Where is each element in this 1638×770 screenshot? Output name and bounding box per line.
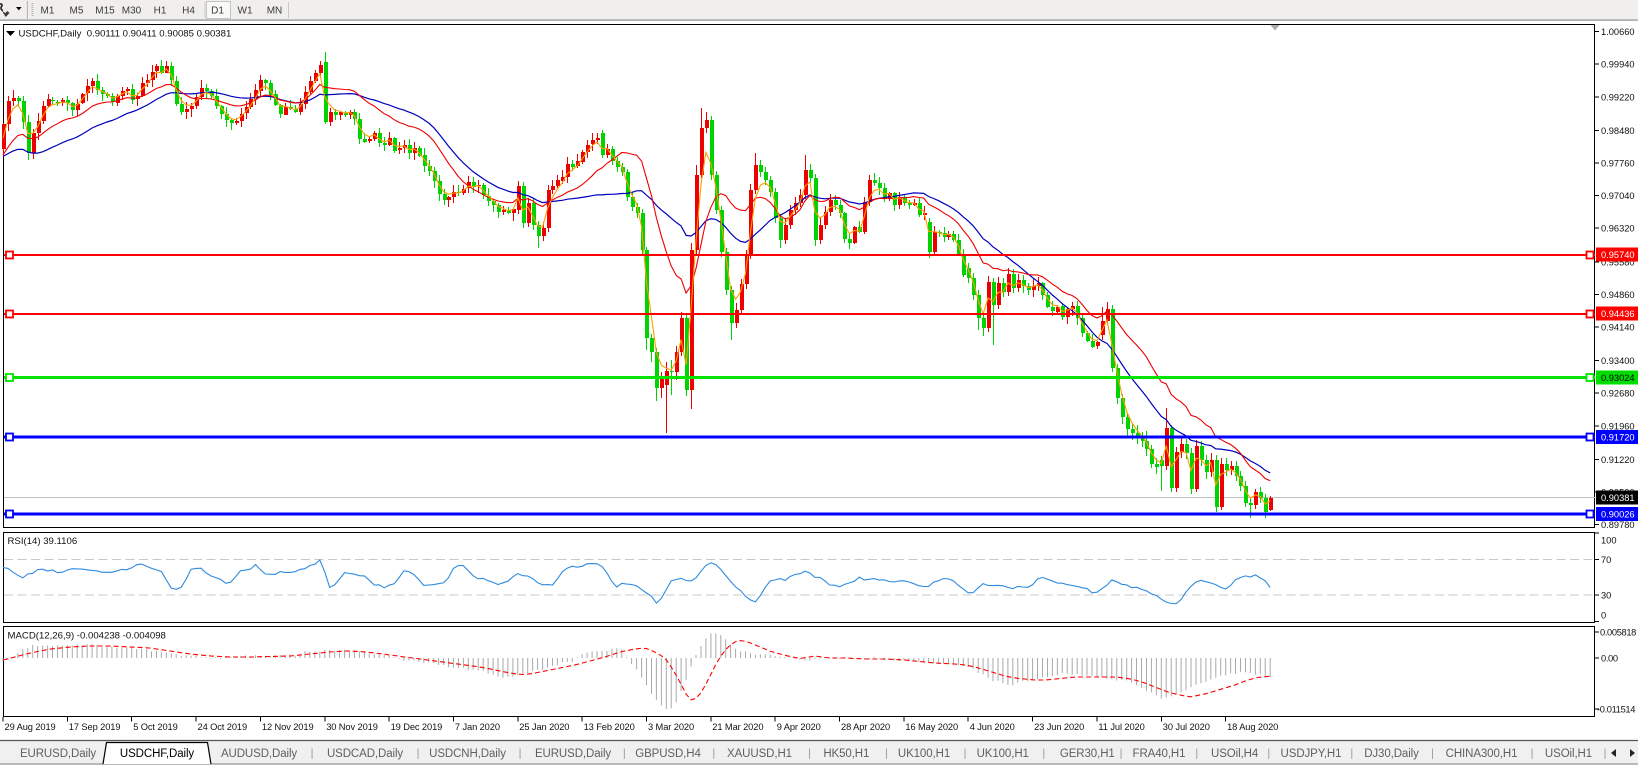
svg-text:29 Aug 2019: 29 Aug 2019: [5, 722, 56, 732]
svg-text:0.93024: 0.93024: [1601, 373, 1635, 383]
svg-text:USDCHF,Daily 0.90111 0.90411: USDCHF,Daily 0.90111 0.90411 0.90085 0.9…: [19, 29, 232, 40]
svg-text:0.91960: 0.91960: [1601, 421, 1635, 431]
svg-text:USDCAD,Daily: USDCAD,Daily: [327, 748, 403, 760]
svg-text:AUDUSD,Daily: AUDUSD,Daily: [221, 748, 297, 760]
svg-text:EURUSD,Daily: EURUSD,Daily: [535, 748, 611, 760]
svg-text:H1: H1: [154, 6, 167, 17]
svg-text:UK100,H1: UK100,H1: [977, 748, 1029, 760]
svg-text:MN: MN: [267, 6, 283, 17]
svg-text:GER30,H1: GER30,H1: [1060, 748, 1115, 760]
svg-text:0.94860: 0.94860: [1601, 290, 1635, 300]
svg-text:28 Apr 2020: 28 Apr 2020: [841, 722, 890, 732]
svg-text:30: 30: [1601, 591, 1611, 601]
svg-text:18 Aug 2020: 18 Aug 2020: [1227, 722, 1278, 732]
svg-text:7 Jan 2020: 7 Jan 2020: [455, 722, 500, 732]
svg-text:MACD(12,26,9) -0.004238 -0.004: MACD(12,26,9) -0.004238 -0.004098: [8, 631, 166, 642]
svg-text:0.96320: 0.96320: [1601, 224, 1635, 234]
svg-text:|: |: [519, 748, 522, 760]
svg-text:FRA40,H1: FRA40,H1: [1133, 748, 1186, 760]
svg-text:11 Jul 2020: 11 Jul 2020: [1098, 722, 1144, 732]
svg-text:-0.011514: -0.011514: [1597, 705, 1635, 715]
svg-text:|: |: [623, 748, 626, 760]
svg-text:12 Nov 2019: 12 Nov 2019: [262, 722, 314, 732]
svg-text:|: |: [1120, 748, 1123, 760]
svg-text:|: |: [1531, 748, 1534, 760]
svg-text:0: 0: [1601, 611, 1606, 621]
svg-text:W1: W1: [238, 6, 253, 17]
svg-text:USDCHF,Daily: USDCHF,Daily: [120, 748, 195, 760]
svg-text:HK50,H1: HK50,H1: [823, 748, 869, 760]
svg-text:UK100,H1: UK100,H1: [898, 748, 950, 760]
svg-text:0.93400: 0.93400: [1601, 356, 1635, 366]
svg-text:|: |: [417, 748, 420, 760]
svg-text:0.99940: 0.99940: [1601, 60, 1635, 70]
svg-text:0.95580: 0.95580: [1601, 257, 1635, 267]
svg-text:0.92680: 0.92680: [1601, 389, 1635, 399]
svg-text:30 Nov 2019: 30 Nov 2019: [326, 722, 378, 732]
svg-text:M1: M1: [41, 6, 55, 17]
svg-text:0.98480: 0.98480: [1601, 126, 1635, 136]
svg-text:0.94140: 0.94140: [1601, 323, 1635, 333]
svg-text:GBPUSD,H4: GBPUSD,H4: [635, 748, 701, 760]
svg-text:RSI(14) 39.1106: RSI(14) 39.1106: [8, 536, 78, 547]
svg-text:D1: D1: [211, 6, 224, 17]
svg-text:|: |: [1195, 748, 1198, 760]
svg-text:30 Jul 2020: 30 Jul 2020: [1163, 722, 1210, 732]
svg-text:|: |: [1350, 748, 1353, 760]
svg-text:5 Oct 2019: 5 Oct 2019: [133, 722, 177, 732]
svg-text:16 May 2020: 16 May 2020: [905, 722, 958, 732]
svg-text:70: 70: [1601, 555, 1611, 565]
svg-text:USDCNH,Daily: USDCNH,Daily: [429, 748, 506, 760]
svg-text:|: |: [885, 748, 888, 760]
svg-text:0.99220: 0.99220: [1601, 92, 1635, 102]
svg-text:USOil,H1: USOil,H1: [1545, 748, 1592, 760]
svg-text:23 Jun 2020: 23 Jun 2020: [1034, 722, 1084, 732]
svg-text:M30: M30: [122, 6, 142, 17]
svg-text:USOil,H4: USOil,H4: [1211, 748, 1259, 760]
svg-text:USDJPY,H1: USDJPY,H1: [1281, 748, 1342, 760]
svg-text:M5: M5: [70, 6, 84, 17]
svg-text:3 Mar 2020: 3 Mar 2020: [648, 722, 694, 732]
svg-text:|: |: [808, 748, 811, 760]
svg-text:17 Sep 2019: 17 Sep 2019: [69, 722, 121, 732]
svg-text:DJ30,Daily: DJ30,Daily: [1364, 748, 1419, 760]
svg-text:|: |: [712, 748, 715, 760]
svg-text:13 Feb 2020: 13 Feb 2020: [584, 722, 635, 732]
svg-text:9 Apr 2020: 9 Apr 2020: [777, 722, 821, 732]
svg-text:25 Jan 2020: 25 Jan 2020: [519, 722, 569, 732]
svg-text:0.00: 0.00: [1601, 654, 1618, 664]
svg-text:4 Jun 2020: 4 Jun 2020: [970, 722, 1015, 732]
svg-text:24 Oct 2019: 24 Oct 2019: [198, 722, 248, 732]
svg-text:0.91220: 0.91220: [1601, 455, 1635, 465]
svg-text:H4: H4: [182, 6, 195, 17]
svg-text:|: |: [1267, 748, 1270, 760]
svg-text:|: |: [1042, 748, 1045, 760]
svg-text:|: |: [1431, 748, 1434, 760]
svg-text:XAUUSD,H1: XAUUSD,H1: [727, 748, 792, 760]
svg-text:0.95740: 0.95740: [1601, 250, 1635, 260]
svg-text:21 Mar 2020: 21 Mar 2020: [712, 722, 763, 732]
svg-text:0.90381: 0.90381: [1601, 493, 1635, 503]
svg-text:M15: M15: [95, 6, 115, 17]
svg-text:EURUSD,Daily: EURUSD,Daily: [20, 748, 96, 760]
svg-text:1.00660: 1.00660: [1601, 27, 1635, 37]
svg-text:0.97040: 0.97040: [1601, 191, 1635, 201]
svg-text:CHINA300,H1: CHINA300,H1: [1446, 748, 1518, 760]
svg-text:100: 100: [1601, 535, 1617, 545]
svg-text:0.94436: 0.94436: [1601, 309, 1635, 319]
svg-text:|: |: [964, 748, 967, 760]
svg-text:0.89780: 0.89780: [1601, 520, 1635, 530]
svg-text:0.90026: 0.90026: [1601, 510, 1635, 520]
svg-text:0.97760: 0.97760: [1601, 159, 1635, 169]
svg-text:0.91720: 0.91720: [1601, 433, 1635, 443]
svg-text:|: |: [311, 748, 314, 760]
svg-text:19 Dec 2019: 19 Dec 2019: [391, 722, 443, 732]
svg-text:0.005818: 0.005818: [1600, 628, 1636, 638]
svg-text:|: |: [1604, 748, 1607, 760]
